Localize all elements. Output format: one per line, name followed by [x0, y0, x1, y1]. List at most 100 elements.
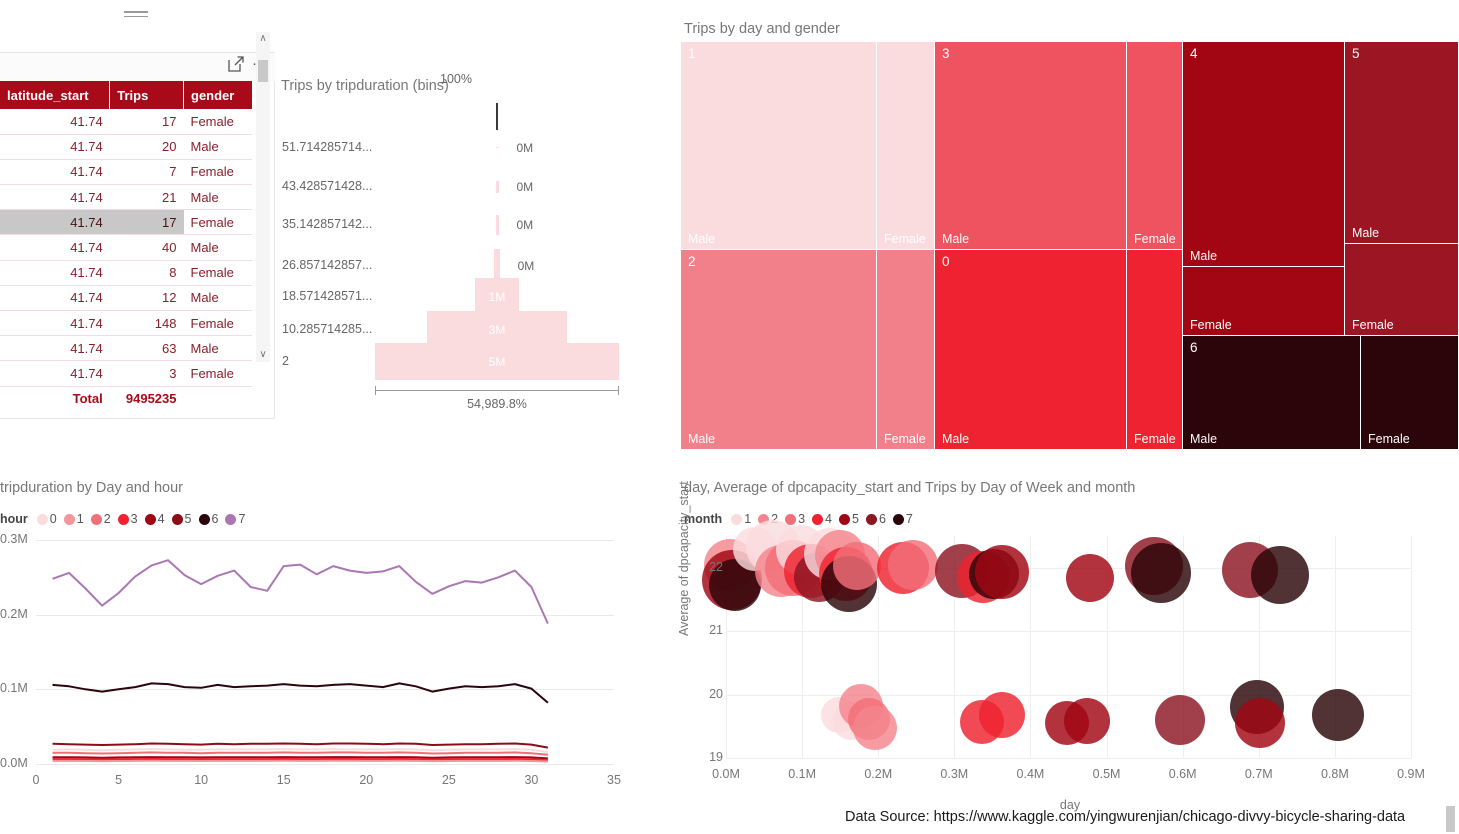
scroll-up-icon[interactable]: ∧ — [259, 33, 267, 44]
legend-item-month[interactable]: 3 — [785, 512, 805, 526]
treemap-tile[interactable]: 6 Male — [1183, 336, 1361, 450]
scatter-bubble[interactable] — [1311, 688, 1364, 741]
treemap-tile[interactable]: Female — [877, 250, 935, 450]
data-table: latitude_start Trips gender 41.74 17 Femal… — [0, 81, 252, 412]
focus-mode-icon[interactable] — [228, 56, 244, 72]
scatter-bubble[interactable] — [1251, 546, 1310, 605]
treemap-tile[interactable]: 1 Male — [681, 42, 877, 250]
table-row[interactable]: 41.74 20 Male — [0, 134, 252, 160]
table-row[interactable]: 41.74 40 Male — [0, 234, 252, 261]
x-axis-tick-label: 0.5M — [1092, 767, 1121, 781]
x-axis-tick-label: 35 — [607, 773, 621, 787]
line-series[interactable] — [52, 756, 548, 760]
table-row[interactable]: 41.74 63 Male — [0, 335, 252, 362]
line-series[interactable] — [52, 748, 549, 754]
scatter-chart-legend[interactable]: month 1 2 3 4 5 6 7 — [684, 510, 920, 528]
funnel-chart[interactable]: 100% 51.714285714... 0M 43.428571428... 0M 3… — [272, 72, 640, 422]
legend-item-hour[interactable]: 5 — [171, 512, 192, 526]
scatter-chart-title: day, Average of dpcapacity_start and Tri… — [684, 480, 1136, 496]
funnel-bar[interactable]: 3M — [426, 311, 568, 348]
legend-item-hour[interactable]: 2 — [90, 512, 111, 526]
scatter-bubble[interactable] — [1235, 698, 1286, 749]
treemap-tile[interactable]: Female — [1345, 244, 1459, 336]
line-series-group — [52, 559, 549, 763]
line-series[interactable] — [52, 682, 549, 704]
page-scrollbar-thumb[interactable] — [1446, 806, 1455, 832]
total-label: Total — [0, 385, 110, 412]
treemap-tile[interactable]: 5 Male — [1345, 42, 1459, 244]
legend-item-month[interactable]: 4 — [812, 512, 832, 526]
column-header-gender[interactable]: gender — [183, 81, 252, 109]
funnel-bar[interactable]: 0M — [494, 249, 534, 283]
line-chart[interactable]: tripduration by Day and hour hour 0 1 2 3 4 5… — [0, 476, 640, 834]
scatter-bubble[interactable] — [1065, 553, 1114, 602]
table-row[interactable]: 41.74 17 Female — [0, 109, 252, 135]
legend-item-month[interactable]: 2 — [758, 512, 778, 526]
treemap-tile[interactable]: 2 Male — [681, 250, 877, 450]
treemap-tile[interactable]: Female — [1127, 42, 1183, 250]
scroll-down-icon[interactable]: ∨ — [259, 349, 267, 360]
legend-color-swatch — [731, 513, 743, 525]
table-row[interactable]: 41.74 21 Male — [0, 184, 252, 211]
funnel-bar[interactable]: 0M — [495, 180, 533, 194]
legend-item-month[interactable]: 5 — [839, 512, 859, 526]
legend-item-hour[interactable]: 3 — [117, 512, 138, 526]
line-series[interactable] — [52, 758, 548, 762]
column-header-trips[interactable]: Trips — [109, 81, 184, 109]
table-row[interactable]: 41.74 3 Female — [0, 360, 252, 387]
cell-latitude-start: 41.74 — [0, 285, 110, 312]
treemap-tile[interactable]: 4 Male — [1183, 42, 1345, 267]
line-series[interactable] — [52, 742, 549, 749]
table-row[interactable]: 41.74 148 Female — [0, 310, 252, 337]
treemap-gender-label: Female — [1190, 318, 1232, 332]
funnel-bar[interactable]: 0M — [495, 215, 533, 235]
scatter-bubble[interactable] — [853, 705, 898, 750]
legend-color-swatch — [144, 513, 156, 525]
legend-item-hour[interactable]: 1 — [63, 512, 84, 526]
legend-item-hour[interactable]: 4 — [144, 512, 165, 526]
table-row[interactable]: 41.74 12 Male — [0, 285, 252, 312]
scrollbar-thumb[interactable] — [258, 60, 268, 82]
funnel-bar[interactable]: 1M — [474, 278, 520, 315]
table-row[interactable]: 41.74 7 Female — [0, 159, 252, 186]
drag-handle-icon[interactable] — [124, 11, 148, 18]
scatter-bubble[interactable] — [1154, 694, 1205, 745]
legend-item-month[interactable]: 1 — [731, 512, 751, 526]
funnel-bar[interactable]: 0M — [495, 141, 533, 155]
line-chart-legend[interactable]: hour 0 1 2 3 4 5 6 7 — [0, 510, 252, 528]
table-row[interactable]: 41.74 17 Female — [0, 209, 252, 236]
treemap-tile[interactable]: 3 Male — [935, 42, 1127, 250]
legend-item-hour[interactable]: 6 — [198, 512, 218, 526]
scatter-bubble[interactable] — [832, 542, 881, 591]
table-row[interactable]: 41.74 8 Female — [0, 260, 252, 286]
gridline — [36, 614, 614, 616]
treemap-tile[interactable]: Female — [1127, 250, 1183, 450]
line-series[interactable] — [52, 751, 548, 756]
treemap-tile[interactable]: Female — [877, 42, 935, 250]
legend-color-swatch — [892, 513, 904, 525]
scatter-chart[interactable]: day, Average of dpcapacity_start and Tri… — [677, 476, 1459, 834]
treemap-chart[interactable]: 1 Male Female 3 Male Female 2 Male Female 0 Male Fe… — [681, 42, 1459, 450]
line-series[interactable] — [52, 759, 548, 763]
scatter-bubble[interactable] — [974, 545, 1029, 600]
legend-color-swatch — [90, 513, 102, 525]
cell-latitude-start: 41.74 — [0, 109, 110, 135]
cell-latitude-start: 41.74 — [0, 159, 110, 186]
legend-item-month[interactable]: 6 — [865, 512, 886, 526]
cell-latitude-start: 41.74 — [0, 209, 110, 236]
legend-item-month[interactable]: 7 — [892, 512, 913, 526]
treemap-tile[interactable]: Female — [1183, 267, 1345, 336]
funnel-bar[interactable]: 5M — [375, 343, 619, 380]
line-series[interactable] — [52, 559, 549, 625]
scatter-bubble[interactable] — [1131, 542, 1192, 603]
table-scrollbar[interactable]: ∧ ∨ — [256, 32, 270, 362]
legend-item-hour[interactable]: 7 — [225, 512, 245, 526]
x-axis-tick-label: 0.9M — [1397, 767, 1425, 781]
scatter-bubble[interactable] — [1063, 698, 1110, 745]
legend-item-hour[interactable]: 0 — [36, 512, 57, 526]
treemap-tile[interactable]: Female — [1361, 336, 1459, 450]
column-header-latitude-start[interactable]: latitude_start — [0, 81, 111, 109]
scatter-bubble[interactable] — [978, 691, 1025, 738]
scatter-bubble[interactable] — [888, 539, 939, 590]
treemap-tile[interactable]: 0 Male — [935, 250, 1127, 450]
